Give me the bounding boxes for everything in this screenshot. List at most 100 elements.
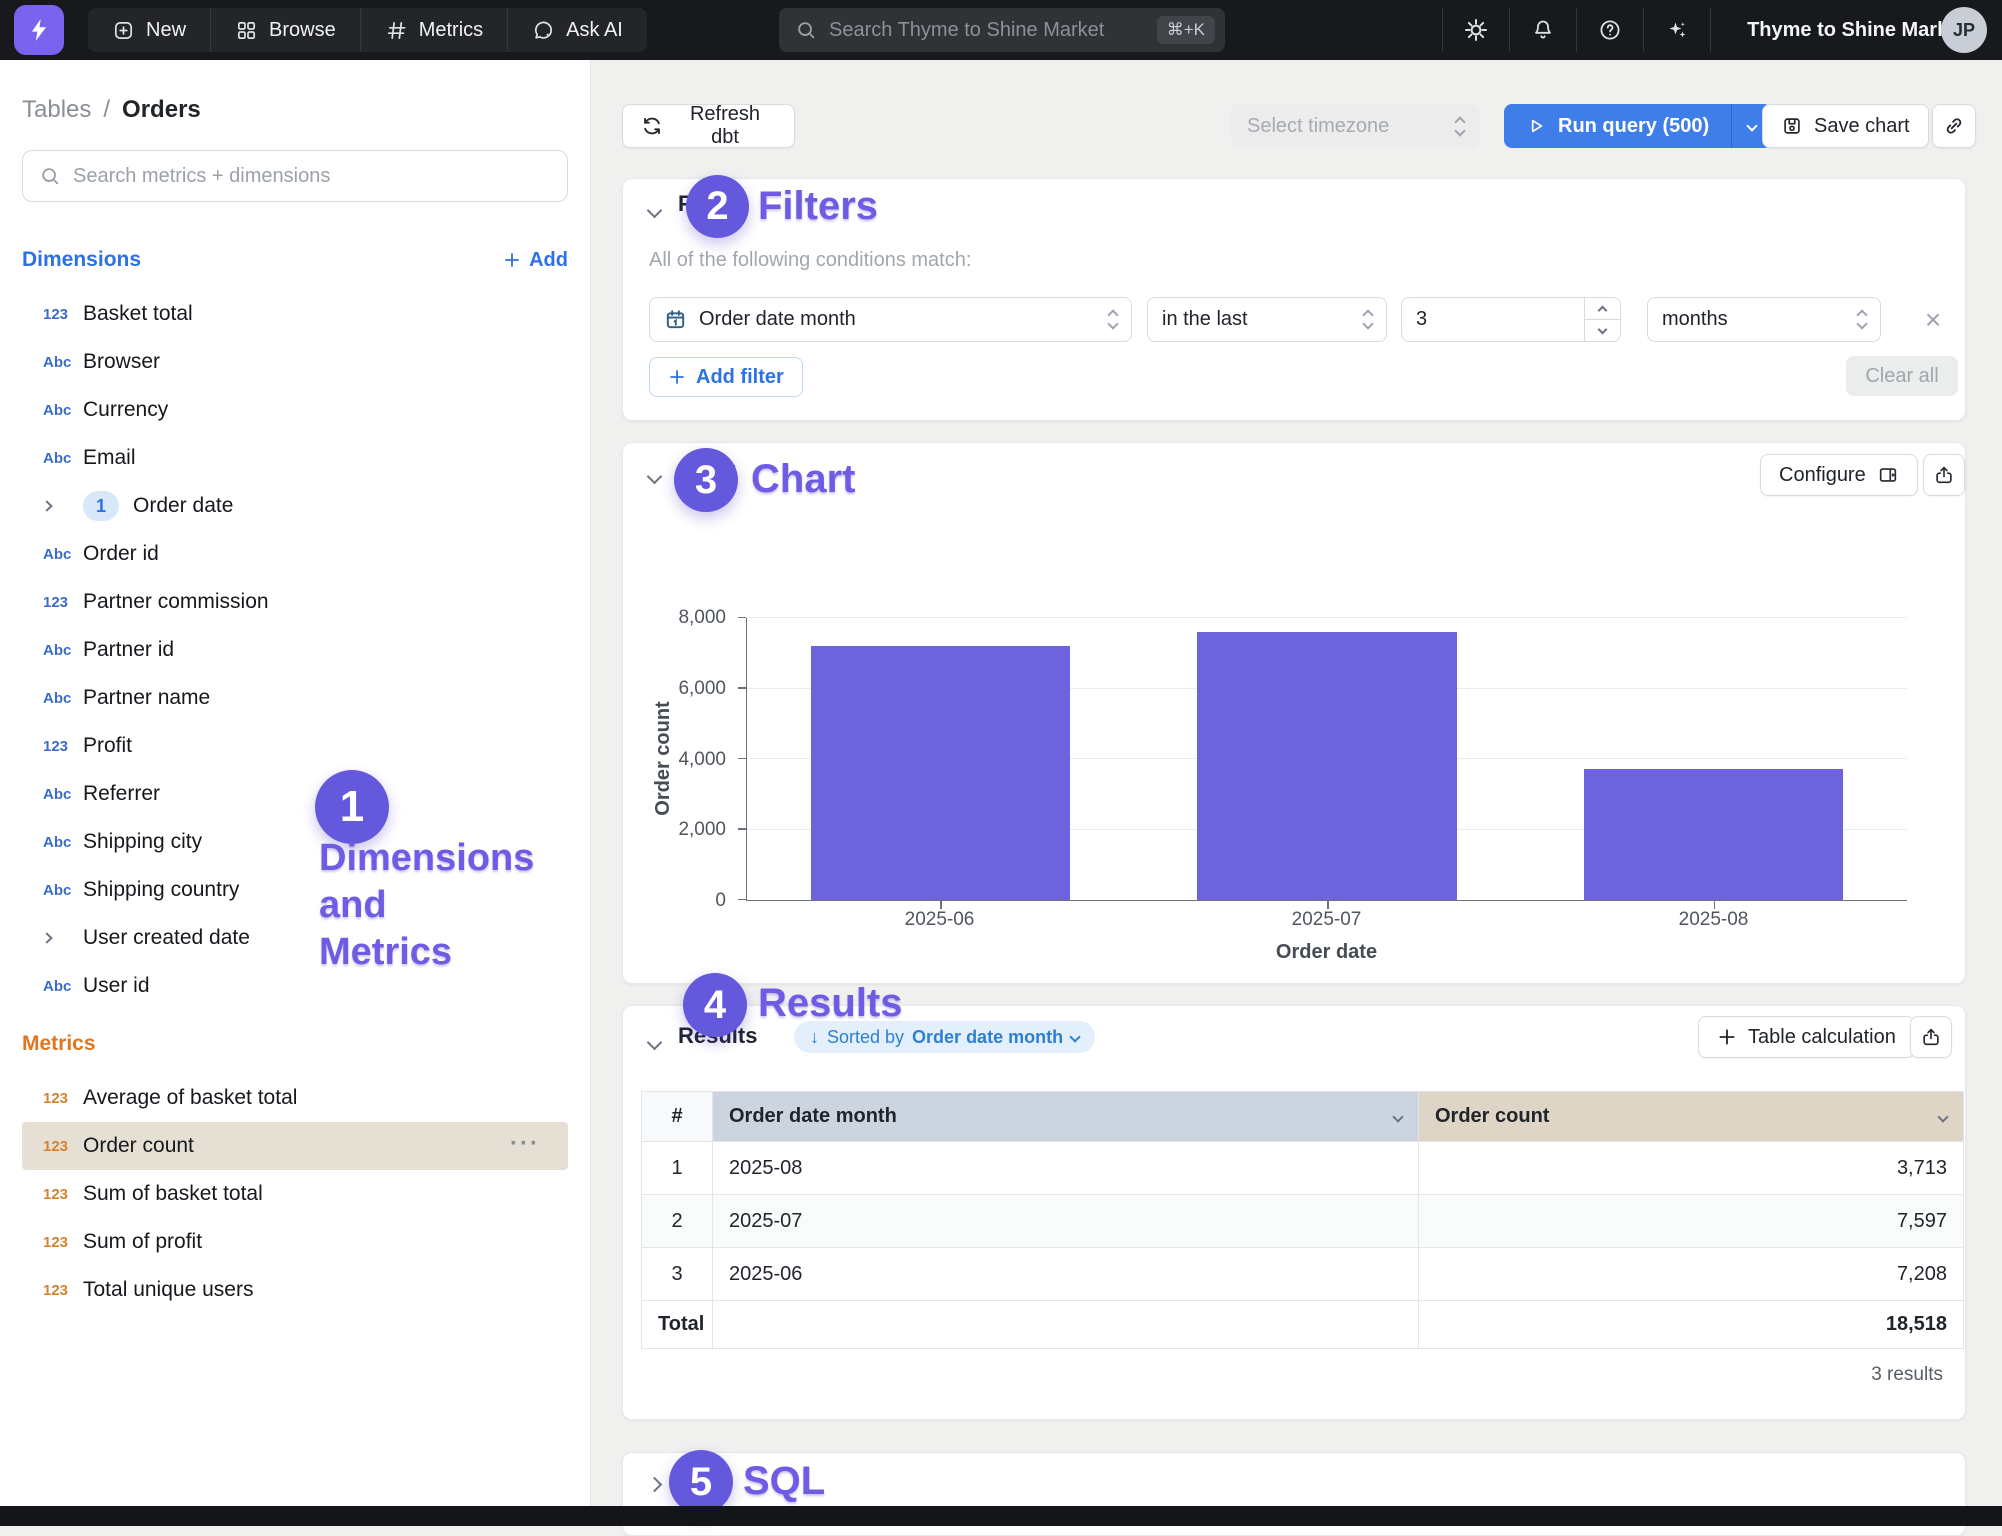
- expand-chevron-icon[interactable]: [43, 502, 83, 510]
- sidebar-item-partner-commission[interactable]: 123 Partner commission: [22, 578, 568, 626]
- fields-search-input[interactable]: [73, 165, 551, 188]
- table-row[interactable]: 3 2025-06 7,208: [642, 1248, 1964, 1301]
- refresh-dbt-label: Refresh dbt: [674, 103, 776, 149]
- copy-link-button[interactable]: [1932, 104, 1976, 148]
- string-type-icon: Abc: [43, 834, 83, 851]
- chart-bar-2025-08[interactable]: [1584, 769, 1843, 900]
- sidebar-item-sum-of-profit[interactable]: 123 Sum of profit: [22, 1218, 568, 1266]
- save-chart-button[interactable]: Save chart: [1762, 104, 1929, 148]
- filter-amount-input[interactable]: 3: [1401, 297, 1621, 342]
- nav-browse-button[interactable]: Browse: [210, 8, 360, 52]
- annotation-label-2: Filters: [758, 184, 878, 229]
- add-filter-button[interactable]: Add filter: [649, 357, 803, 397]
- sort-prefix: Sorted by: [827, 1027, 904, 1048]
- export-results-button[interactable]: [1910, 1016, 1952, 1058]
- annotation-badge-5: 5: [669, 1450, 733, 1514]
- refresh-dbt-button[interactable]: Refresh dbt: [622, 104, 795, 148]
- sidebar-item-order-count[interactable]: 123 Order count ···: [22, 1122, 568, 1170]
- x-tick-mark: [1714, 901, 1716, 909]
- stepper-down-button[interactable]: [1585, 320, 1620, 341]
- number-type-icon: 123: [43, 1234, 83, 1251]
- user-avatar[interactable]: JP: [1941, 7, 1987, 53]
- stepper-up-button[interactable]: [1585, 298, 1620, 320]
- chart-bar-2025-07[interactable]: [1197, 632, 1456, 900]
- filter-field-select[interactable]: Order date month: [649, 297, 1132, 342]
- sidebar-item-email[interactable]: Abc Email: [22, 434, 568, 482]
- annotation-badge-4: 4: [683, 973, 747, 1037]
- number-type-icon: 123: [43, 1186, 83, 1203]
- metrics-title: Metrics: [22, 1032, 96, 1056]
- collapse-filters-icon[interactable]: [649, 203, 660, 221]
- table-row[interactable]: 2 2025-07 7,597: [642, 1195, 1964, 1248]
- expand-chevron-icon[interactable]: [43, 934, 83, 942]
- sidebar-item-total-unique-users[interactable]: 123 Total unique users: [22, 1266, 568, 1314]
- remove-filter-button[interactable]: ×: [1911, 297, 1955, 342]
- sidebar-item-basket-total[interactable]: 123 Basket total: [22, 290, 568, 338]
- column-header-order-date-month[interactable]: Order date month: [713, 1092, 1419, 1142]
- clear-all-button[interactable]: Clear all: [1846, 356, 1958, 396]
- help-button[interactable]: [1576, 8, 1643, 52]
- string-type-icon: Abc: [43, 402, 83, 419]
- y-tick-mark: [738, 758, 746, 760]
- sidebar-item-partner-name[interactable]: Abc Partner name: [22, 674, 568, 722]
- global-search[interactable]: ⌘+K: [779, 8, 1225, 52]
- run-query-button[interactable]: Run query (500): [1504, 104, 1731, 148]
- settings-button[interactable]: [1442, 8, 1509, 52]
- bar-slot: [1134, 618, 1521, 900]
- export-chart-button[interactable]: [1923, 454, 1965, 496]
- explore-main: Refresh dbt Select timezone Run query (5…: [591, 60, 2002, 1526]
- sidebar-item-partner-id[interactable]: Abc Partner id: [22, 626, 568, 674]
- timezone-select[interactable]: Select timezone: [1231, 104, 1480, 148]
- chart-x-axis-title: Order date: [746, 941, 1907, 964]
- configure-label: Configure: [1779, 464, 1866, 487]
- configure-chart-button[interactable]: Configure: [1760, 454, 1918, 496]
- column-header-order-count[interactable]: Order count: [1419, 1092, 1964, 1142]
- field-menu-button[interactable]: ···: [510, 1130, 540, 1158]
- collapse-chart-icon[interactable]: [649, 469, 660, 487]
- app-logo[interactable]: [14, 5, 64, 55]
- sidebar-item-profit[interactable]: 123 Profit: [22, 722, 568, 770]
- nav-ask-ai-label: Ask AI: [566, 19, 623, 42]
- bar-slot: [1520, 618, 1907, 900]
- ai-sparkles-button[interactable]: [1643, 8, 1710, 52]
- y-tick-label: 6,000: [678, 678, 726, 700]
- plus-icon: [1717, 1027, 1737, 1047]
- nav-ask-ai-button[interactable]: Ask AI: [507, 8, 647, 52]
- sidebar-item-referrer[interactable]: Abc Referrer: [22, 770, 568, 818]
- sidebar-item-order-date[interactable]: 1 Order date: [22, 482, 568, 530]
- global-search-input[interactable]: [829, 19, 1145, 42]
- fields-search[interactable]: [22, 150, 568, 202]
- chart-bar-2025-06[interactable]: [811, 646, 1070, 900]
- add-label: Add: [529, 249, 568, 272]
- select-arrows-icon: [1109, 311, 1117, 328]
- string-type-icon: Abc: [43, 786, 83, 803]
- filter-unit-select[interactable]: months: [1647, 297, 1881, 342]
- chart-y-ticks: 02,0004,0006,0008,000: [623, 618, 736, 901]
- add-dimension-button[interactable]: Add: [503, 249, 568, 272]
- navbar-right: Thyme to Shine Market: [1442, 8, 2002, 52]
- string-type-icon: Abc: [43, 450, 83, 467]
- sort-field: Order date month: [912, 1027, 1063, 1048]
- sidebar-item-average-of-basket-total[interactable]: 123 Average of basket total: [22, 1074, 568, 1122]
- table-row[interactable]: 1 2025-08 3,713: [642, 1142, 1964, 1195]
- filter-operator-select[interactable]: in the last: [1147, 297, 1387, 342]
- string-type-icon: Abc: [43, 690, 83, 707]
- x-tick-label: 2025-08: [1520, 909, 1907, 931]
- y-tick-mark: [738, 617, 746, 619]
- sidebar-item-currency[interactable]: Abc Currency: [22, 386, 568, 434]
- plus-icon: [503, 251, 521, 269]
- table-calculation-button[interactable]: Table calculation: [1698, 1016, 1915, 1058]
- sidebar-item-sum-of-basket-total[interactable]: 123 Sum of basket total: [22, 1170, 568, 1218]
- breadcrumb-separator: /: [103, 96, 110, 124]
- breadcrumb-tables[interactable]: Tables: [22, 96, 91, 124]
- nav-metrics-button[interactable]: Metrics: [360, 8, 507, 52]
- nav-new-button[interactable]: New: [88, 8, 210, 52]
- x-tick-label: 2025-06: [746, 909, 1133, 931]
- collapse-results-icon[interactable]: [649, 1035, 660, 1053]
- sidebar-item-browser[interactable]: Abc Browser: [22, 338, 568, 386]
- expand-sql-icon[interactable]: [649, 1477, 660, 1495]
- notifications-button[interactable]: [1509, 8, 1576, 52]
- sidebar-item-order-id[interactable]: Abc Order id: [22, 530, 568, 578]
- avatar-initials: JP: [1953, 20, 1975, 41]
- field-count-badge: 1: [83, 491, 119, 521]
